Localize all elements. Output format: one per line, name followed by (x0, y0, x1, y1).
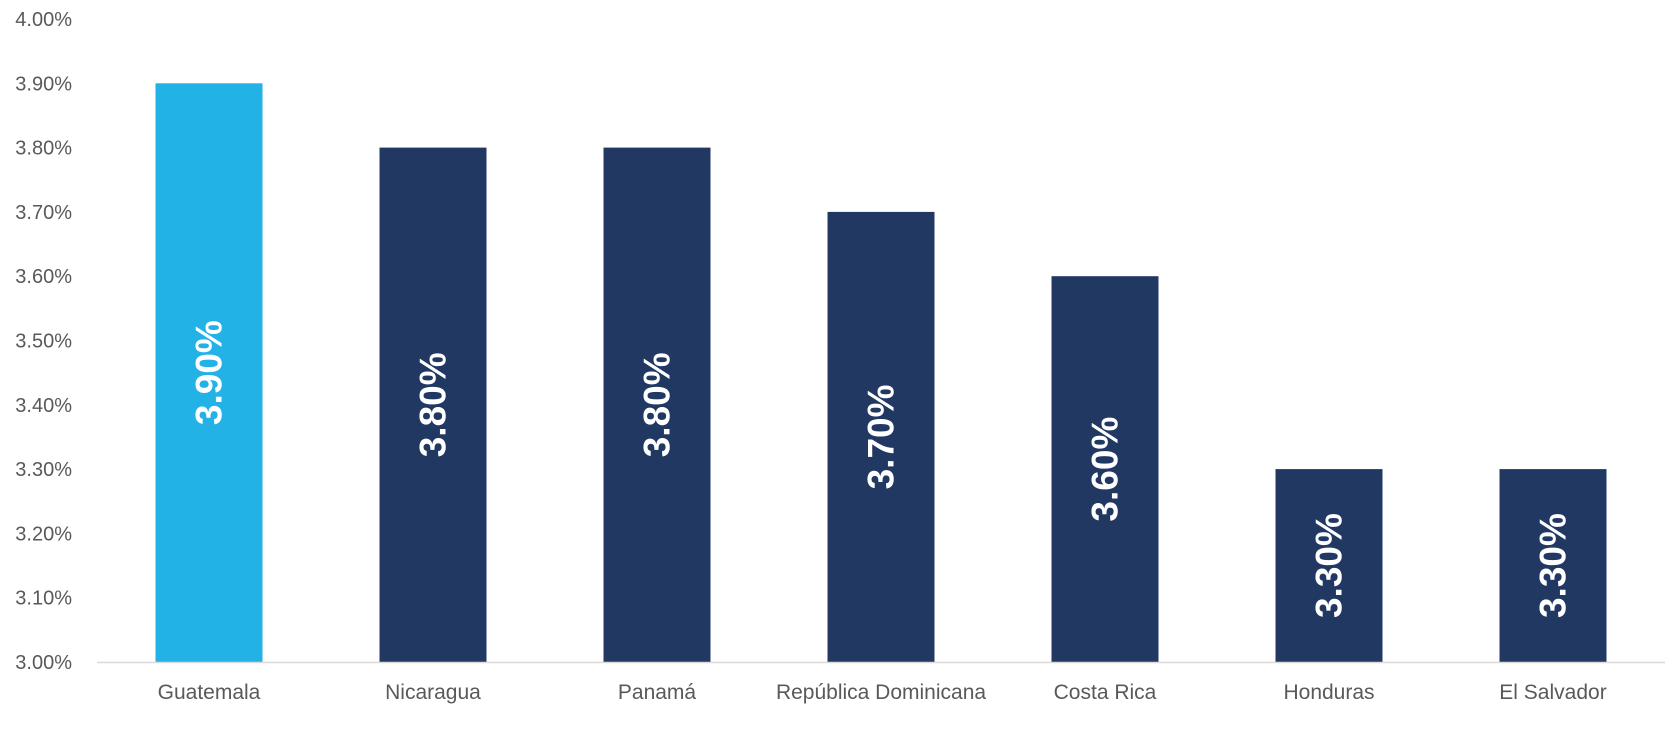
x-category-label: Nicaragua (385, 681, 481, 704)
y-tick-label: 4.00% (15, 9, 72, 31)
y-tick-label: 3.90% (15, 73, 72, 95)
bar-data-label: 3.90% (189, 320, 230, 425)
bar-data-label: 3.70% (861, 384, 902, 489)
y-tick-label: 3.00% (15, 652, 72, 674)
bar (603, 147, 711, 663)
y-tick-label: 3.70% (15, 202, 72, 224)
x-category-label: República Dominicana (776, 681, 986, 704)
y-tick-label: 3.10% (15, 588, 72, 610)
x-category-label: El Salvador (1499, 681, 1606, 704)
bar-data-label: 3.30% (1309, 513, 1350, 618)
x-category-label: Panamá (618, 681, 697, 704)
bar (155, 83, 263, 663)
bars-group: 3.90% 3.80% 3.80% 3.70% 3.60% 3.30% 3.30% (155, 83, 1607, 663)
y-tick-label: 3.20% (15, 523, 72, 545)
y-tick-label: 3.50% (15, 331, 72, 353)
y-tick-label: 3.60% (15, 266, 72, 288)
bar (379, 147, 487, 663)
y-axis: 3.00% 3.10% 3.20% 3.30% 3.40% 3.50% 3.60% 3.70%… (15, 9, 72, 674)
bar (1499, 469, 1607, 662)
bar (1051, 276, 1159, 662)
bar-data-label: 3.60% (1085, 417, 1126, 522)
bar-data-label: 3.80% (637, 352, 678, 457)
bar (1275, 469, 1383, 662)
bar (827, 211, 935, 662)
x-category-label: Costa Rica (1054, 681, 1157, 704)
x-category-label: Guatemala (158, 681, 261, 704)
x-category-label: Honduras (1283, 681, 1374, 704)
y-tick-label: 3.80% (15, 138, 72, 160)
bar-data-label: 3.80% (413, 352, 454, 457)
y-tick-label: 3.30% (15, 459, 72, 481)
y-tick-label: 3.40% (15, 395, 72, 417)
bar-data-label: 3.30% (1533, 513, 1574, 618)
x-axis: Guatemala Nicaragua Panamá República Domini… (97, 661, 1665, 704)
